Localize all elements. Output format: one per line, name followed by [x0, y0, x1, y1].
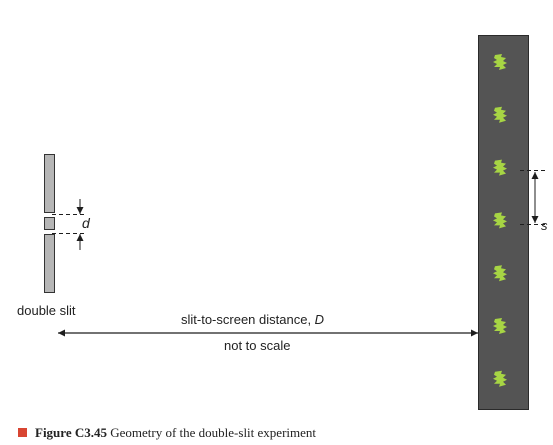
- bright-fringe: [493, 106, 507, 123]
- fringe-spacing-dimension: [520, 170, 548, 225]
- bright-fringe: [493, 370, 507, 387]
- slit-spacing-dimension: [52, 199, 84, 250]
- caption-text: Geometry of the double-slit experiment: [110, 425, 317, 440]
- caption-marker-icon: [18, 428, 27, 437]
- fringe-spacing-label: s: [541, 218, 548, 233]
- slit-spacing-label: d: [82, 215, 90, 231]
- distance-label-text: slit-to-screen distance,: [181, 312, 315, 327]
- distance-symbol: D: [314, 312, 325, 327]
- bright-fringe: [493, 54, 507, 70]
- bright-fringe: [493, 212, 507, 229]
- bright-fringe: [493, 318, 507, 334]
- bright-fringe: [493, 265, 507, 282]
- figure-caption: Figure C3.45 Geometry of the double-slit…: [18, 425, 316, 441]
- barrier-center-segment: [44, 217, 55, 230]
- scale-note: not to scale: [224, 338, 291, 353]
- double-slit-label: double slit: [17, 303, 76, 318]
- distance-label: slit-to-screen distance, D: [181, 312, 324, 327]
- barrier-lower-segment: [44, 234, 55, 293]
- barrier-upper-segment: [44, 154, 55, 213]
- caption-number: Figure C3.45: [35, 425, 107, 440]
- interference-fringes: [493, 54, 507, 387]
- double-slit-barrier: [44, 154, 55, 293]
- bright-fringe: [493, 159, 507, 176]
